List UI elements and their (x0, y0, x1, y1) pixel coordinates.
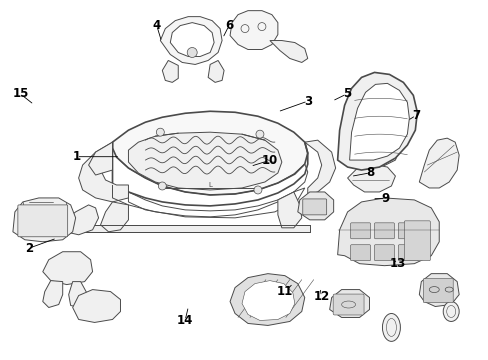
Ellipse shape (382, 314, 400, 341)
Polygon shape (337, 198, 438, 266)
Polygon shape (297, 192, 333, 220)
Polygon shape (42, 280, 62, 307)
Polygon shape (269, 41, 307, 62)
Polygon shape (73, 289, 120, 323)
Polygon shape (101, 202, 128, 232)
Polygon shape (229, 11, 277, 50)
Text: 12: 12 (313, 290, 329, 303)
FancyBboxPatch shape (350, 245, 370, 261)
Polygon shape (349, 134, 399, 166)
Polygon shape (79, 142, 128, 202)
Polygon shape (337, 72, 416, 170)
Polygon shape (242, 280, 294, 320)
FancyBboxPatch shape (18, 205, 67, 237)
FancyBboxPatch shape (374, 223, 394, 239)
Polygon shape (170, 23, 214, 57)
Polygon shape (112, 111, 307, 195)
Text: 3: 3 (303, 95, 311, 108)
Text: 14: 14 (177, 314, 193, 327)
Polygon shape (128, 132, 281, 190)
Text: 15: 15 (12, 87, 29, 100)
Polygon shape (162, 60, 178, 82)
FancyBboxPatch shape (374, 245, 394, 261)
Polygon shape (208, 60, 224, 82)
FancyBboxPatch shape (398, 223, 417, 239)
Polygon shape (128, 188, 304, 218)
Polygon shape (13, 198, 76, 242)
Text: 9: 9 (381, 192, 389, 205)
FancyBboxPatch shape (332, 294, 363, 315)
Polygon shape (229, 274, 304, 325)
Polygon shape (68, 282, 86, 307)
FancyBboxPatch shape (350, 223, 370, 239)
Polygon shape (160, 17, 222, 64)
Polygon shape (304, 140, 335, 195)
Polygon shape (82, 225, 309, 232)
Polygon shape (65, 205, 99, 235)
FancyBboxPatch shape (302, 199, 326, 215)
Ellipse shape (442, 302, 458, 321)
Text: 13: 13 (389, 257, 405, 270)
Text: 5: 5 (342, 87, 350, 100)
Text: 2: 2 (25, 242, 33, 255)
Polygon shape (347, 164, 395, 192)
Circle shape (255, 130, 264, 138)
Text: 7: 7 (411, 109, 419, 122)
Text: 11: 11 (276, 285, 292, 298)
Text: 8: 8 (366, 166, 373, 179)
Circle shape (253, 186, 262, 194)
Polygon shape (419, 274, 458, 306)
Text: 4: 4 (152, 19, 161, 32)
FancyBboxPatch shape (423, 279, 452, 302)
Polygon shape (88, 142, 112, 175)
Text: 6: 6 (224, 19, 233, 32)
Circle shape (187, 48, 197, 58)
Circle shape (156, 128, 164, 136)
FancyBboxPatch shape (398, 245, 417, 261)
Text: 10: 10 (261, 154, 277, 167)
Text: 1: 1 (72, 150, 81, 163)
Polygon shape (419, 138, 458, 188)
Polygon shape (329, 289, 369, 318)
Circle shape (158, 182, 166, 190)
Text: L: L (208, 182, 212, 188)
Polygon shape (277, 192, 301, 228)
Polygon shape (349, 84, 408, 160)
Polygon shape (42, 252, 92, 285)
FancyBboxPatch shape (404, 221, 429, 261)
